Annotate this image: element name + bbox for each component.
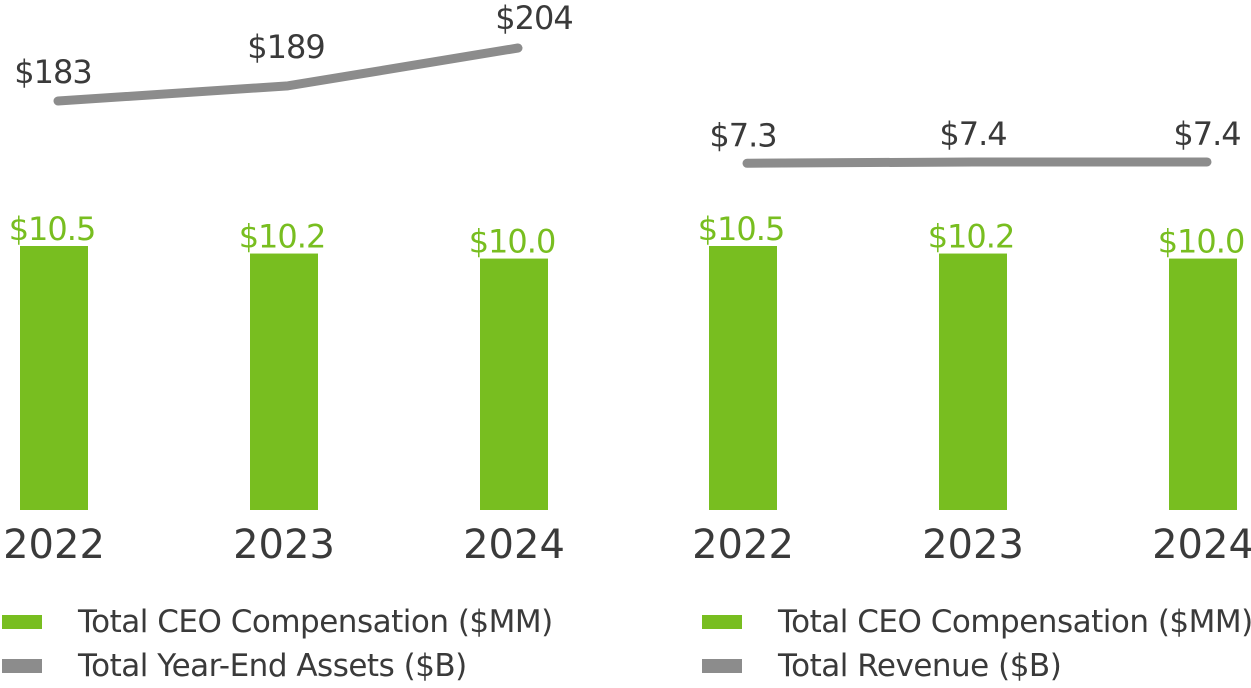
x-tick-label: 2024 [463, 522, 565, 568]
legend-label: Total Revenue ($B) [778, 648, 1062, 684]
legend-swatch-line [702, 659, 742, 673]
bar-2024 [480, 258, 548, 510]
bar-value-label: $10.0 [469, 223, 556, 261]
legend-swatch-bar [2, 615, 42, 629]
legend-swatch-line [2, 659, 42, 673]
x-tick-label: 2022 [3, 522, 105, 568]
x-tick-label: 2024 [1152, 522, 1251, 568]
series-line-total-revenue-b- [742, 157, 1212, 168]
line-value-label: $183 [14, 53, 91, 91]
legend-label: Total Year-End Assets ($B) [78, 648, 467, 684]
line-value-label: $7.4 [1173, 115, 1240, 153]
bar-value-label: $10.5 [9, 210, 96, 248]
x-tick-label: 2023 [233, 522, 335, 568]
line-value-label: $204 [495, 0, 572, 37]
x-tick-label: 2023 [922, 522, 1024, 568]
bar-2024 [1169, 258, 1237, 510]
legend-label: Total CEO Compensation ($MM) [778, 604, 1251, 640]
bar-2022 [709, 246, 777, 510]
x-tick-label: 2022 [692, 522, 794, 568]
line-value-label: $7.3 [709, 116, 776, 154]
line-value-label: $7.4 [939, 115, 1006, 153]
bar-value-label: $10.5 [698, 210, 785, 248]
bar-value-label: $10.2 [928, 218, 1015, 256]
bar-value-label: $10.0 [1158, 223, 1245, 261]
legend-swatch-bar [702, 615, 742, 629]
legend-label: Total CEO Compensation ($MM) [78, 604, 553, 640]
bar-2023 [250, 253, 318, 511]
bar-2023 [939, 253, 1007, 511]
bar-2022 [20, 246, 88, 510]
line-value-label: $189 [247, 28, 324, 66]
bar-value-label: $10.2 [239, 218, 326, 256]
series-line-total-year-end-assets-b- [53, 43, 523, 106]
